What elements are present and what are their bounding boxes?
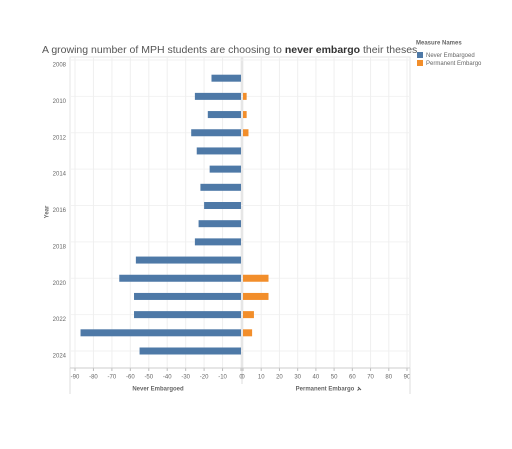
y-tick-label: 2010 (53, 99, 67, 105)
bar (135, 256, 241, 264)
legend-swatch (417, 60, 423, 66)
bar (200, 183, 241, 191)
x-tick-label: 10 (258, 375, 265, 381)
y-tick-label: 2016 (53, 208, 67, 214)
chart-title: A growing number of MPH students are cho… (42, 44, 417, 56)
x-tick-label: 0 (239, 375, 243, 381)
bar (243, 329, 253, 337)
y-tick-label: 2012 (53, 135, 67, 141)
y-tick-label: 2024 (53, 354, 67, 360)
x-tick-label: 0 (241, 375, 245, 381)
x-tick-label: 40 (313, 375, 320, 381)
legend-title: Measure Names (416, 41, 462, 47)
x-tick-label: -80 (89, 375, 98, 381)
bar (119, 274, 241, 282)
x-tick-label: 50 (331, 375, 338, 381)
bar (134, 311, 241, 319)
x-tick-label: 80 (385, 375, 392, 381)
y-tick-label: 2020 (53, 281, 67, 287)
title-part: their theses (360, 44, 417, 56)
x-tick-label: -40 (163, 375, 172, 381)
x-tick-label: -10 (218, 375, 227, 381)
bar (207, 111, 241, 119)
bar (243, 111, 247, 119)
bar (198, 220, 241, 228)
y-tick-label: 2018 (53, 244, 67, 250)
bar (191, 129, 241, 137)
x-axis-title: Permanent Embargo (296, 387, 355, 393)
bar (243, 129, 249, 137)
legend-label: Permanent Embargo (426, 61, 482, 67)
bar (194, 238, 241, 246)
bar (243, 92, 247, 100)
title-part: A growing number of MPH students are cho… (42, 44, 285, 56)
x-tick-label: -50 (144, 375, 153, 381)
bar (194, 92, 241, 100)
plot-frame (69, 56, 411, 369)
x-tick-label: 60 (349, 375, 356, 381)
bar (243, 311, 254, 319)
y-axis-title: Year (45, 205, 51, 218)
bar (211, 74, 241, 82)
bar (80, 329, 242, 337)
bar (243, 274, 269, 282)
x-tick-label: 30 (294, 375, 301, 381)
y-tick-label: 2008 (53, 63, 67, 69)
x-tick-label: -30 (181, 375, 190, 381)
x-tick-label: -90 (71, 375, 80, 381)
x-tick-label: 70 (367, 375, 374, 381)
y-tick-label: 2022 (53, 317, 67, 323)
legend-swatch (417, 52, 423, 58)
bar (196, 147, 241, 155)
bar (139, 347, 241, 355)
x-tick-label: -60 (126, 375, 135, 381)
bar (243, 292, 269, 300)
x-tick-label: -20 (200, 375, 209, 381)
title-part: never embargo (285, 44, 360, 56)
bar (204, 202, 241, 209)
x-axis-title: Never Embargoed (132, 387, 184, 393)
legend-label: Never Embargoed (426, 53, 475, 59)
x-tick-label: -70 (108, 375, 117, 381)
x-tick-label: 20 (276, 375, 283, 381)
bar (209, 165, 241, 173)
x-tick-label: 90 (404, 375, 411, 381)
pin-icon (357, 386, 362, 391)
bar (134, 292, 241, 300)
y-tick-label: 2014 (53, 172, 67, 178)
